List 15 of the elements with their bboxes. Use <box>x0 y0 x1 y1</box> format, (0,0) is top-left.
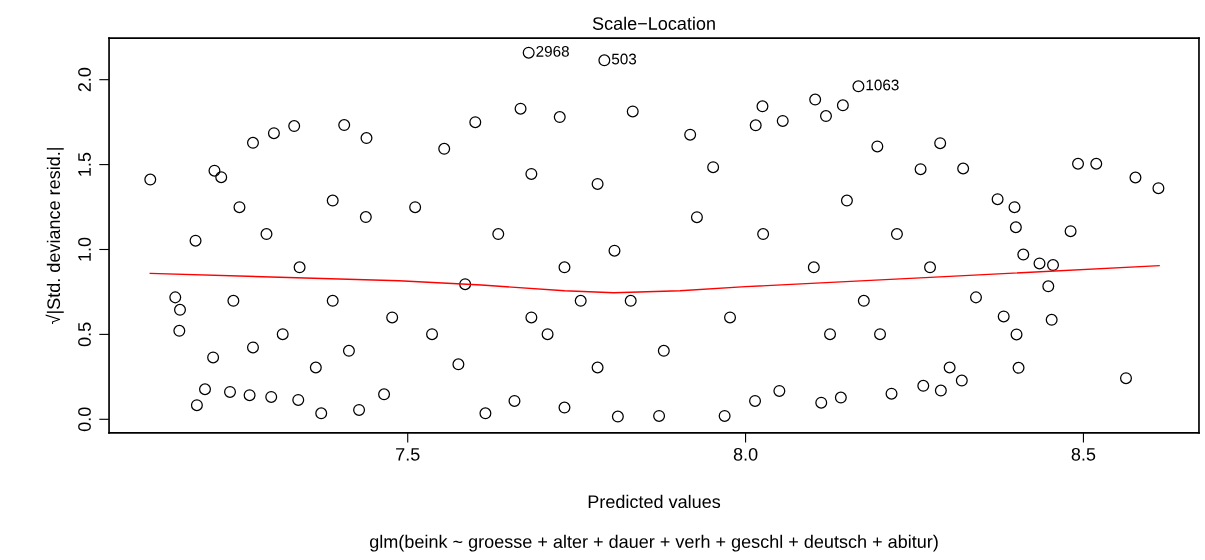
annotation: 1063 <box>866 79 899 91</box>
y-tick-label: 0.0 <box>78 407 91 432</box>
y-tick-label: 0.5 <box>78 322 91 347</box>
annotation: 2968 <box>536 45 569 57</box>
x-axis-title: Predicted values <box>588 494 721 509</box>
chart-title: Scale−Location <box>592 16 715 30</box>
x-tick-label: 8.5 <box>1071 447 1096 461</box>
x-tick-label: 7.5 <box>396 448 420 461</box>
y-tick-label: 1.0 <box>78 237 91 261</box>
annotation: 503 <box>611 53 637 65</box>
y-tick-label: 1.5 <box>78 152 91 176</box>
y-axis-title: √|Std. deviance resid.| <box>45 148 64 324</box>
text: glm(beink ~ groesse + alter + dauer + verh + geschl + deutsch + abitur) <box>370 534 938 552</box>
y-tick-label: 2.0 <box>78 67 91 92</box>
x-tick-label: 8.0 <box>733 447 758 461</box>
